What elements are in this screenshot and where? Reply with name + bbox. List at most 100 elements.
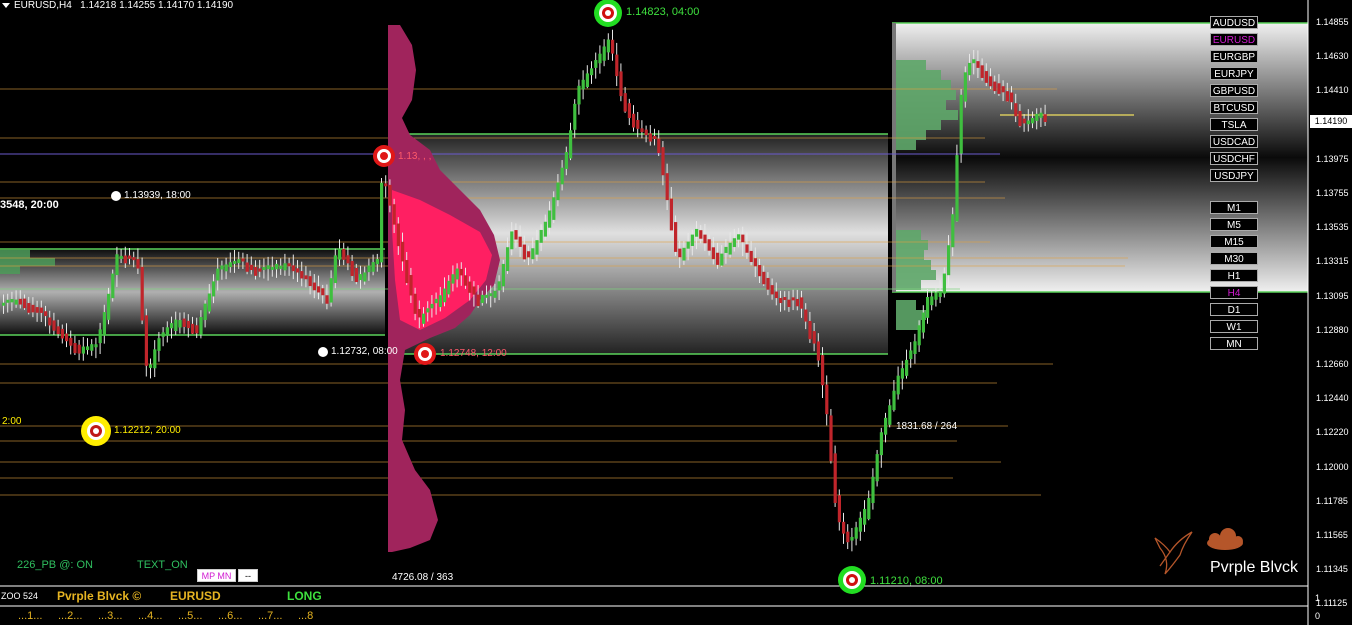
- candle-body: [543, 221, 547, 237]
- candle-body: [913, 341, 917, 354]
- candle-body: [678, 248, 682, 258]
- timeframe-button-m15[interactable]: M15: [1210, 235, 1258, 248]
- candle-body: [476, 294, 480, 307]
- text-on-status[interactable]: TEXT_ON: [137, 559, 188, 571]
- candle-body: [510, 231, 514, 250]
- candle-body: [825, 384, 829, 415]
- symbol-button-usdchf[interactable]: USDCHF: [1210, 152, 1258, 165]
- candle-body: [52, 320, 56, 331]
- candle-body: [10, 299, 14, 303]
- bottom-symbol: EURUSD: [170, 589, 221, 603]
- left-edge-label: 3548, 20:00: [0, 199, 59, 211]
- candle-body: [44, 311, 48, 317]
- candle-body: [380, 182, 384, 263]
- candle-body: [144, 315, 148, 366]
- candle-body: [585, 73, 589, 87]
- candle-body: [216, 268, 220, 281]
- candle-body: [119, 255, 123, 259]
- candle-body: [31, 304, 35, 313]
- timeframe-button-m1[interactable]: M1: [1210, 201, 1258, 214]
- candle-body: [207, 293, 211, 312]
- candle-body: [371, 262, 375, 272]
- candle-body: [531, 248, 535, 260]
- candle-body: [157, 338, 161, 351]
- symbol-button-usdjpy[interactable]: USDJPY: [1210, 169, 1258, 182]
- symbol-button-usdcad[interactable]: USDCAD: [1210, 135, 1258, 148]
- mp-mn-button[interactable]: MP MN: [197, 569, 236, 582]
- price-tick-label: 1.13975: [1316, 153, 1349, 164]
- timeframe-button-w1[interactable]: W1: [1210, 320, 1258, 333]
- candle-body: [468, 281, 472, 293]
- candle-body: [1014, 103, 1018, 117]
- candle-body: [926, 296, 930, 318]
- candle-body: [388, 184, 392, 206]
- candle-body: [884, 417, 888, 435]
- candle-body: [396, 223, 400, 247]
- symbol-button-audusd[interactable]: AUDUSD: [1210, 16, 1258, 29]
- candle-body: [661, 147, 665, 176]
- candle-body: [300, 271, 304, 279]
- candle-body: [879, 432, 883, 456]
- candle-body: [86, 346, 90, 351]
- candle-body: [443, 288, 447, 303]
- candle-body: [455, 268, 459, 280]
- candle-body: [493, 290, 497, 298]
- candle-body: [741, 234, 745, 243]
- candle-body: [590, 68, 594, 76]
- timeframe-button-mn[interactable]: MN: [1210, 337, 1258, 350]
- chart-menu-icon[interactable]: [2, 3, 10, 8]
- candle-body: [359, 274, 363, 281]
- candle-body: [758, 265, 762, 277]
- candle-body: [312, 282, 316, 291]
- candle-body: [720, 253, 724, 266]
- timeframe-button-m5[interactable]: M5: [1210, 218, 1258, 231]
- candle-body: [317, 286, 321, 293]
- candle-body: [766, 277, 770, 290]
- right-green-profile: [896, 60, 958, 330]
- symbol-button-gbpusd[interactable]: GBPUSD: [1210, 84, 1258, 97]
- timeframe-button-m30[interactable]: M30: [1210, 252, 1258, 265]
- candle-body: [959, 94, 963, 154]
- candle-body: [65, 333, 69, 342]
- candle-body: [212, 281, 216, 297]
- symbol-button-eurjpy[interactable]: EURJPY: [1210, 67, 1258, 80]
- candle-body: [552, 197, 556, 220]
- candle-body: [947, 245, 951, 276]
- symbol-button-btcusd[interactable]: BTCUSD: [1210, 101, 1258, 114]
- symbol-timeframe: EURUSD,H4: [14, 0, 72, 11]
- symbol-button-eurusd[interactable]: EURUSD: [1210, 33, 1258, 46]
- candle-body: [451, 274, 455, 284]
- candle-body: [863, 508, 867, 525]
- candle-body: [951, 214, 955, 248]
- candle-body: [220, 265, 224, 270]
- candle-body: [262, 267, 266, 271]
- candle-body: [644, 129, 648, 136]
- pb-status: 226_PB @: ON: [17, 559, 93, 571]
- candle-body: [968, 62, 972, 76]
- candle-body: [695, 228, 699, 237]
- candle-body: [228, 262, 232, 268]
- bottom-dot-label: ...3...: [98, 610, 123, 622]
- candle-body: [233, 260, 237, 264]
- candle-body: [787, 299, 791, 307]
- symbol-button-eurgbp[interactable]: EURGBP: [1210, 50, 1258, 63]
- candle-body: [653, 135, 657, 140]
- candle-body: [615, 54, 619, 77]
- dash-button[interactable]: --: [238, 569, 258, 582]
- timeframe-button-d1[interactable]: D1: [1210, 303, 1258, 316]
- candle-body: [69, 337, 73, 346]
- ohlc-values: 1.14218 1.14255 1.14170 1.14190: [80, 0, 234, 11]
- timeframe-button-h1[interactable]: H1: [1210, 269, 1258, 282]
- price-tick-label: 1.13755: [1316, 188, 1349, 198]
- candle-body: [6, 299, 10, 303]
- candle-body: [497, 281, 501, 291]
- symbol-button-tsla[interactable]: TSLA: [1210, 118, 1258, 131]
- candle-body: [564, 152, 568, 169]
- candle-body: [800, 297, 804, 309]
- candle-body: [577, 85, 581, 105]
- candle-body: [976, 61, 980, 68]
- timeframe-button-h4[interactable]: H4: [1210, 286, 1258, 299]
- candle-body: [594, 60, 598, 68]
- candle-body: [921, 312, 925, 333]
